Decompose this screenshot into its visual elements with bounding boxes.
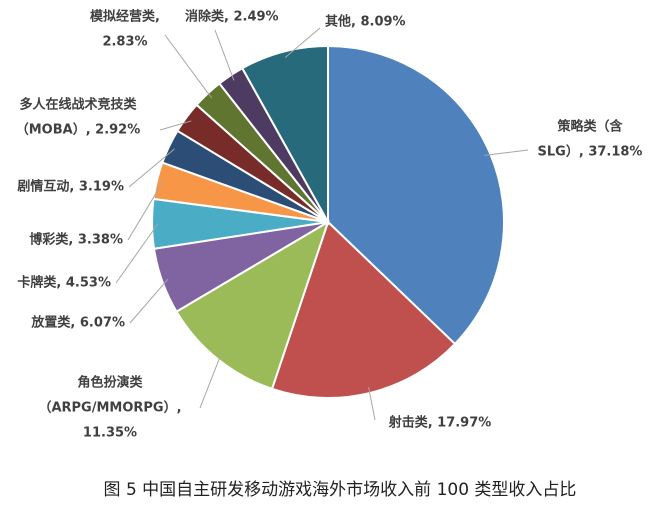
leader-line bbox=[368, 386, 376, 421]
leader-line bbox=[284, 27, 321, 58]
data-label: 射击类, 17.97% bbox=[388, 415, 492, 431]
pie-slice bbox=[240, 44, 329, 226]
data-label: 消除类, 2.49% bbox=[185, 9, 279, 25]
data-label: 多人在线战术竞技类 bbox=[19, 97, 137, 113]
data-label: 策略类（含 bbox=[557, 119, 623, 135]
pie-slice bbox=[175, 219, 330, 391]
leader-line bbox=[128, 148, 175, 188]
data-label: （ARPG/MMORPG）, bbox=[38, 400, 181, 416]
leader-line bbox=[115, 223, 159, 284]
pie-slice bbox=[327, 44, 505, 346]
data-label: SLG）, 37.18% bbox=[538, 144, 643, 160]
leader-line bbox=[484, 149, 529, 156]
leader-line bbox=[159, 120, 192, 131]
data-label: 其他, 8.09% bbox=[325, 14, 406, 30]
data-label: （MOBA）, 2.92% bbox=[16, 122, 141, 138]
data-label: 剧情互动, 3.19% bbox=[17, 179, 124, 195]
data-label: 放置类, 6.07% bbox=[30, 315, 125, 331]
data-label: 博彩类, 3.38% bbox=[29, 232, 123, 248]
leader-line bbox=[164, 34, 213, 99]
data-label: 2.83% bbox=[102, 35, 147, 50]
data-label: 模拟经营类, bbox=[90, 9, 160, 25]
data-label: 角色扮演类 bbox=[77, 375, 143, 391]
caption: 图 5 中国自主研发移动游戏海外市场收入前 100 类型收入占比 bbox=[104, 480, 577, 500]
data-label: 11.35% bbox=[83, 426, 137, 441]
leader-line bbox=[127, 181, 164, 241]
data-label: 卡牌类, 4.53% bbox=[17, 275, 111, 291]
leader-line bbox=[129, 278, 169, 324]
leader-line bbox=[214, 29, 235, 81]
leader-line bbox=[199, 353, 222, 409]
